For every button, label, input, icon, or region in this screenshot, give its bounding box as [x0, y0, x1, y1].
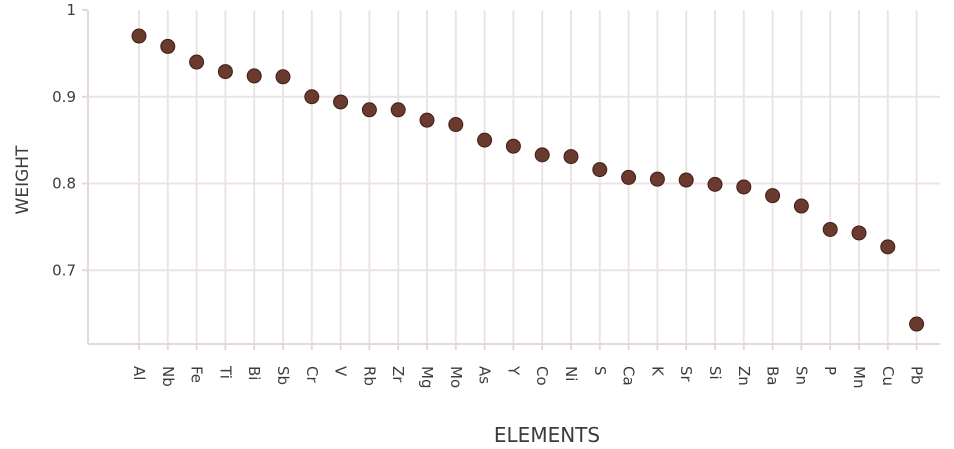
data-point-y	[505, 138, 521, 154]
x-tick-label-co: Co	[533, 366, 551, 386]
x-tick-label-al: Al	[130, 366, 148, 380]
x-tick-label-fe: Fe	[188, 366, 206, 383]
data-point-si	[707, 176, 723, 192]
x-tick-label-sn: Sn	[792, 366, 810, 385]
data-point-cu	[880, 239, 896, 255]
x-tick-label-zr: Zr	[389, 366, 407, 383]
y-tick-label: 0.9	[52, 88, 76, 106]
data-point-rb	[361, 102, 377, 118]
x-tick-label-bi: Bi	[245, 366, 263, 380]
data-point-zn	[736, 179, 752, 195]
data-point-ca	[621, 169, 637, 185]
y-axis-title: WEIGHT	[13, 145, 33, 215]
data-point-k	[649, 171, 665, 187]
x-tick-label-nb: Nb	[159, 366, 177, 387]
data-point-s	[592, 162, 608, 178]
x-tick-label-sr: Sr	[677, 366, 695, 383]
x-tick-label-rb: Rb	[360, 366, 378, 386]
data-point-zr	[390, 102, 406, 118]
y-tick-label: 0.7	[52, 261, 76, 279]
x-tick-label-pb: Pb	[908, 366, 926, 385]
data-point-ti	[217, 64, 233, 80]
data-points	[131, 28, 925, 332]
data-point-mo	[448, 117, 464, 133]
x-tick-label-p: P	[821, 366, 839, 375]
data-point-mn	[851, 225, 867, 241]
x-tick-label-ca: Ca	[620, 366, 638, 386]
data-point-al	[131, 28, 147, 44]
x-tick-label-cu: Cu	[879, 366, 897, 386]
data-point-p	[822, 221, 838, 237]
grid-lines	[88, 10, 940, 344]
x-tick-label-v: V	[332, 366, 350, 377]
x-tick-label-zn: Zn	[735, 366, 753, 386]
y-tick-labels: 0.7 0.8 0.9 1	[52, 1, 76, 279]
data-point-sr	[678, 172, 694, 188]
x-tick-label-ni: Ni	[562, 366, 580, 381]
x-tick-label-mg: Mg	[418, 366, 436, 388]
data-point-ni	[563, 149, 579, 165]
x-axis-title: ELEMENTS	[494, 423, 600, 445]
data-point-v	[333, 94, 349, 110]
data-point-cr	[304, 89, 320, 105]
data-point-sb	[275, 69, 291, 85]
axes	[82, 9, 940, 350]
data-point-fe	[189, 54, 205, 70]
y-tick-label: 1	[66, 1, 76, 19]
data-point-bi	[246, 68, 262, 84]
x-tick-label-sb: Sb	[274, 366, 292, 385]
x-tick-label-cr: Cr	[303, 366, 321, 383]
data-point-pb	[909, 316, 925, 332]
data-point-mg	[419, 112, 435, 128]
data-point-sn	[793, 198, 809, 214]
x-tick-label-mo: Mo	[447, 366, 465, 388]
x-tick-label-s: S	[591, 366, 609, 376]
x-tick-label-ti: Ti	[216, 365, 234, 379]
x-tick-label-ba: Ba	[764, 366, 782, 385]
x-tick-label-si: Si	[706, 366, 724, 380]
y-tick-label: 0.8	[52, 175, 76, 193]
data-point-ba	[765, 188, 781, 204]
x-tick-label-mn: Mn	[850, 366, 868, 388]
x-tick-label-y: Y	[504, 365, 522, 376]
x-tick-labels: Al Nb Fe Ti Bi Sb Cr V Rb Zr Mg Mo As Y Co Ni S Ca K Sr Si Zn…	[130, 365, 926, 388]
data-point-co	[534, 147, 550, 163]
data-point-as	[477, 132, 493, 148]
data-point-nb	[160, 38, 176, 54]
x-tick-label-as: As	[476, 366, 494, 384]
x-tick-label-k: K	[648, 366, 666, 377]
